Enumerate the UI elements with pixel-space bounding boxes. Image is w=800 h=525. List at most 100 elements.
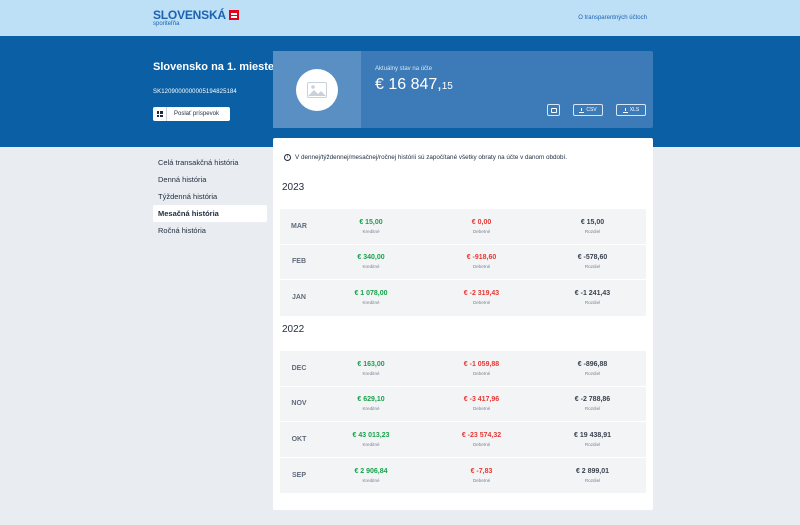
- image-placeholder-icon: [307, 81, 327, 98]
- credit-cell: € 43 013,23 Kreditné: [318, 432, 424, 447]
- history-sidebar: Celá transakčná história Denná história …: [153, 154, 267, 239]
- debit-cell: € -3 417,96 Debetné: [424, 396, 539, 411]
- credit-label: Kreditné: [362, 441, 380, 447]
- difference-cell: € 19 438,91 Rozdiel: [539, 432, 646, 447]
- sidebar-item-all-history[interactable]: Celá transakčná história: [158, 158, 239, 167]
- credit-label: Kreditné: [362, 477, 380, 483]
- difference-label: Rozdiel: [584, 477, 601, 483]
- brand-mark-icon: [228, 10, 239, 20]
- balance-amount-main: € 16 847,: [375, 76, 442, 93]
- difference-label: Rozdiel: [584, 370, 601, 376]
- credit-label: Kreditné: [362, 370, 380, 376]
- debit-cell: € -918,60 Debetné: [424, 254, 539, 269]
- sidebar-item-yearly-history[interactable]: Ročná história: [158, 226, 206, 235]
- credit-cell: € 15,00 Kreditné: [318, 219, 424, 234]
- difference-cell: € -1 241,43 Rozdiel: [539, 290, 646, 305]
- debit-amount: € -7,83: [470, 467, 493, 475]
- qr-code-icon: [153, 107, 167, 121]
- brand-logo[interactable]: SLOVENSKÁ sporiteľňa: [153, 8, 239, 27]
- table-row: MAR € 15,00 Kreditné € 0,00 Debetné € 15,00 Ro…: [280, 209, 646, 245]
- send-contribution-label: Poslať príspevok: [174, 111, 219, 117]
- difference-amount: € -578,60: [577, 254, 608, 262]
- debit-cell: € -7,83 Debetné: [424, 468, 539, 483]
- difference-label: Rozdiel: [584, 300, 601, 306]
- export-csv-button[interactable]: CSV: [573, 104, 603, 116]
- sidebar-item-monthly-history[interactable]: Mesačná história: [153, 205, 267, 222]
- account-title: Slovensko na 1. mieste: [153, 61, 275, 73]
- download-icon: [622, 107, 628, 113]
- year-heading: 2022: [282, 324, 305, 335]
- account-photo: [273, 51, 361, 128]
- difference-cell: € -896,88 Rozdiel: [539, 361, 646, 376]
- difference-label: Rozdiel: [584, 264, 601, 270]
- credit-amount: € 340,00: [357, 254, 385, 262]
- month-label: DEC: [291, 364, 307, 372]
- difference-amount: € 19 438,91: [574, 431, 611, 439]
- credit-label: Kreditné: [362, 228, 380, 234]
- difference-label: Rozdiel: [584, 406, 601, 412]
- table-row: DEC € 163,00 Kreditné € -1 059,88 Debetné € -…: [280, 351, 646, 387]
- debit-amount: € 0,00: [471, 218, 492, 226]
- debit-label: Debetné: [472, 477, 491, 483]
- month-label: OKT: [291, 435, 307, 443]
- debit-amount: € -1 059,88: [463, 360, 500, 368]
- month-label: NOV: [291, 400, 307, 408]
- credit-cell: € 1 078,00 Kreditné: [318, 290, 424, 305]
- table-row: SEP € 2 906,84 Kreditné € -7,83 Debetné € 2 8…: [280, 458, 646, 494]
- credit-cell: € 163,00 Kreditné: [318, 361, 424, 376]
- table-row: NOV € 629,10 Kreditné € -3 417,96 Debetné € -…: [280, 387, 646, 422]
- debit-amount: € -23 574,32: [461, 431, 502, 439]
- info-note: i V dennej/týždennej/mesačnej/ročnej his…: [284, 154, 567, 161]
- credit-amount: € 163,00: [357, 360, 385, 368]
- difference-amount: € -1 241,43: [574, 290, 611, 298]
- export-xls-button[interactable]: XLS: [616, 104, 646, 116]
- month-label: SEP: [291, 471, 306, 479]
- balance-amount: € 16 847,15: [375, 76, 453, 94]
- debit-label: Debetné: [472, 406, 491, 412]
- month-table: MAR € 15,00 Kreditné € 0,00 Debetné € 15,00 Ro…: [280, 209, 646, 316]
- month-label: MAR: [291, 222, 307, 230]
- info-text: V dennej/týždennej/mesačnej/ročnej histó…: [295, 154, 567, 161]
- credit-label: Kreditné: [362, 406, 380, 412]
- credit-amount: € 2 906,84: [354, 467, 388, 475]
- table-row: FEB € 340,00 Kreditné € -918,60 Debetné € -57…: [280, 245, 646, 280]
- credit-cell: € 2 906,84 Kreditné: [318, 468, 424, 483]
- debit-cell: € -2 319,43 Debetné: [424, 290, 539, 305]
- credit-cell: € 629,10 Kreditné: [318, 396, 424, 411]
- account-iban: SK1209000000005194825184: [153, 89, 237, 95]
- month-label: JAN: [291, 294, 306, 302]
- info-icon: i: [284, 154, 291, 161]
- credit-amount: € 43 013,23: [352, 431, 390, 439]
- month-label: FEB: [292, 258, 306, 266]
- brand-name: SLOVENSKÁ: [153, 8, 226, 22]
- table-row: OKT € 43 013,23 Kreditné € -23 574,32 Debetn…: [280, 422, 646, 458]
- printer-icon: [550, 107, 557, 113]
- sidebar-item-daily-history[interactable]: Denná história: [158, 175, 207, 184]
- balance-label: Aktuálny stav na účte: [375, 66, 433, 72]
- credit-amount: € 629,10: [357, 396, 385, 404]
- difference-amount: € -2 788,86: [574, 396, 611, 404]
- difference-label: Rozdiel: [584, 228, 601, 234]
- difference-cell: € -578,60 Rozdiel: [539, 254, 646, 269]
- balance-card: Aktuálny stav na účte € 16 847,15 CSV XL…: [273, 51, 653, 128]
- balance-amount-cents: 15: [441, 81, 453, 92]
- credit-label: Kreditné: [362, 264, 380, 270]
- credit-label: Kreditné: [362, 300, 380, 306]
- difference-amount: € -896,88: [577, 360, 608, 368]
- debit-label: Debetné: [472, 228, 491, 234]
- credit-amount: € 1 078,00: [354, 290, 388, 298]
- month-table: DEC € 163,00 Kreditné € -1 059,88 Debetné € -…: [280, 351, 646, 493]
- table-row: JAN € 1 078,00 Kreditné € -2 319,43 Debetné €…: [280, 280, 646, 316]
- send-contribution-button[interactable]: Poslať príspevok: [153, 107, 230, 121]
- sidebar-item-weekly-history[interactable]: Týždenná história: [158, 192, 218, 201]
- transparent-accounts-link[interactable]: O transparentných účtoch: [578, 15, 647, 21]
- difference-amount: € 2 899,01: [575, 467, 610, 475]
- debit-label: Debetné: [472, 441, 491, 447]
- debit-amount: € -2 319,43: [463, 290, 500, 298]
- download-icon: [579, 107, 585, 113]
- debit-cell: € -1 059,88 Debetné: [424, 361, 539, 376]
- difference-cell: € 2 899,01 Rozdiel: [539, 468, 646, 483]
- credit-amount: € 15,00: [359, 218, 383, 226]
- year-heading: 2023: [282, 182, 305, 193]
- print-button[interactable]: [547, 104, 560, 116]
